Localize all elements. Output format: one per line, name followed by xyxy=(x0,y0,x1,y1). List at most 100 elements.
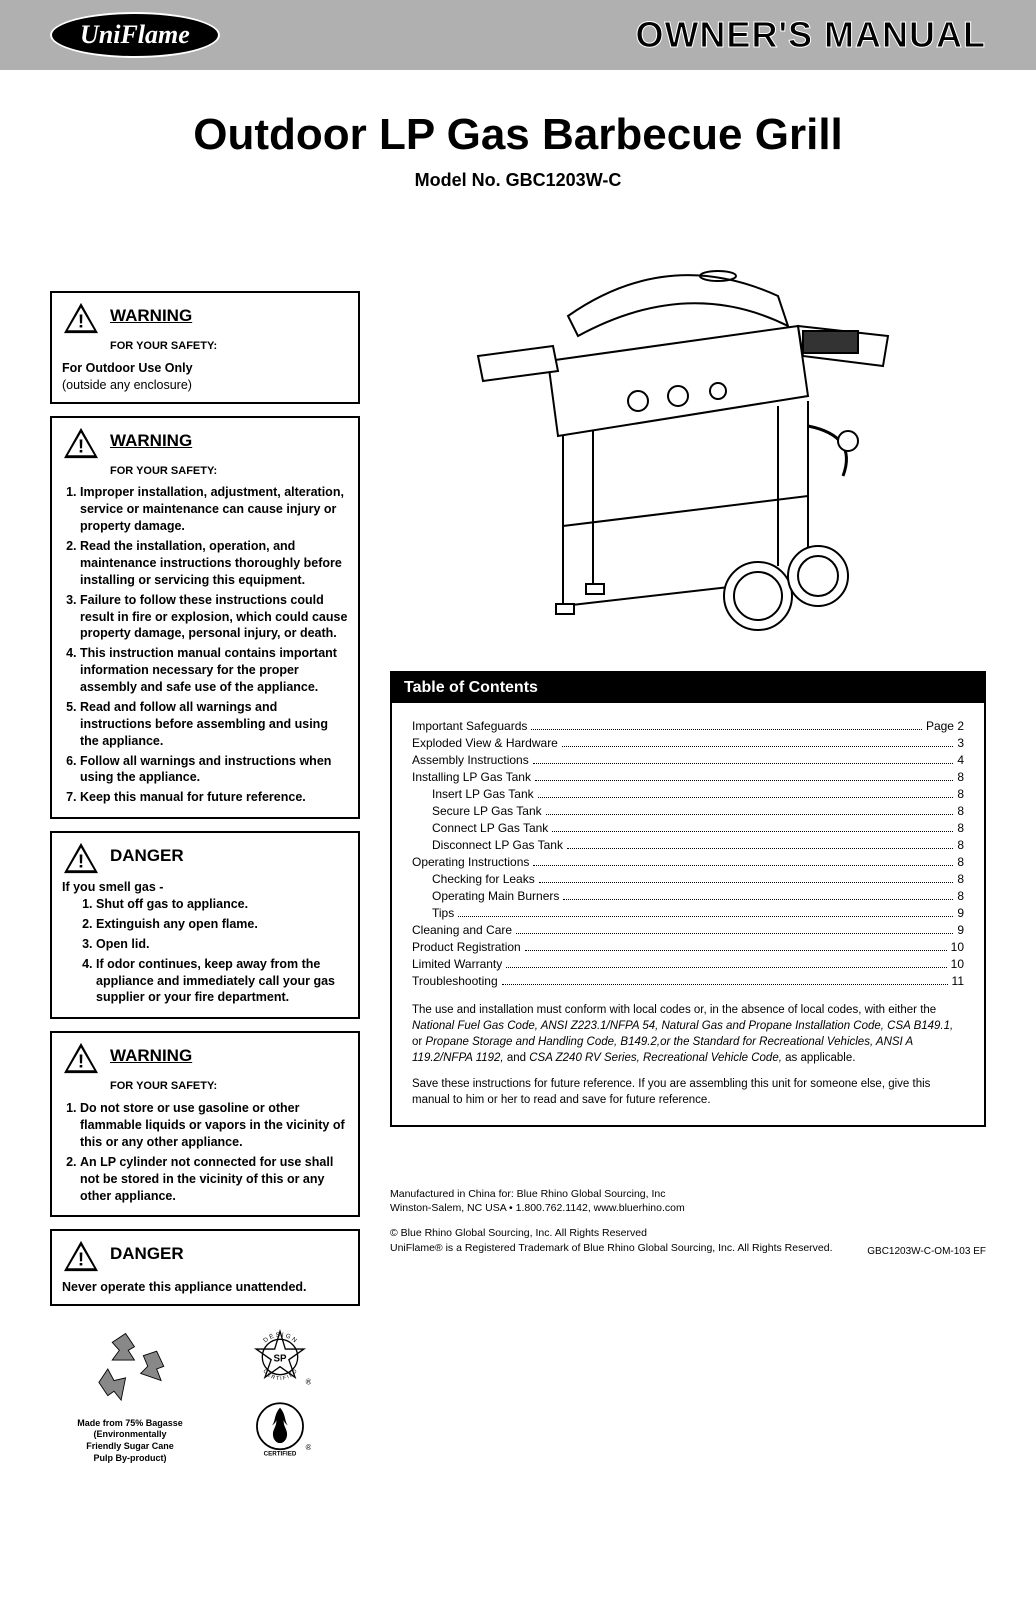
toc-dots xyxy=(535,780,953,781)
danger-lead: If you smell gas - xyxy=(62,879,348,896)
warning-item: Extinguish any open flame. xyxy=(96,916,348,933)
toc-page: 8 xyxy=(957,787,964,801)
toc-note-save: Save these instructions for future refer… xyxy=(412,1076,964,1108)
toc-dots xyxy=(546,814,954,815)
toc-row: Exploded View & Hardware3 xyxy=(412,736,964,750)
toc-row: Installing LP Gas Tank8 xyxy=(412,770,964,784)
toc-page: 10 xyxy=(951,957,964,971)
danger-box-gas: ! DANGER If you smell gas - Shut off gas… xyxy=(50,831,360,1019)
toc-body: Important SafeguardsPage 2Exploded View … xyxy=(392,703,984,1125)
toc-row: Connect LP Gas Tank 8 xyxy=(412,821,964,835)
toc-label: Operating Instructions xyxy=(412,855,529,869)
toc-dots xyxy=(533,865,953,866)
eco-line3: Friendly Sugar Cane xyxy=(50,1441,210,1453)
copyright-line2: UniFlame® is a Registered Trademark of B… xyxy=(390,1241,837,1259)
warning-subtitle: FOR YOUR SAFETY: xyxy=(110,1079,348,1094)
warning-subtitle: FOR YOUR SAFETY: xyxy=(110,464,348,479)
warning-item: This instruction manual contains importa… xyxy=(80,645,348,696)
toc-dots xyxy=(567,848,953,849)
svg-text:!: ! xyxy=(78,311,84,332)
toc-page: 8 xyxy=(957,855,964,869)
warning-box-gasoline: ! WARNING FOR YOUR SAFETY: Do not store … xyxy=(50,1031,360,1217)
toc-page: 8 xyxy=(957,821,964,835)
toc-label: Secure LP Gas Tank xyxy=(432,804,542,818)
toc-label: Tips xyxy=(432,906,454,920)
warning-item: Improper installation, adjustment, alter… xyxy=(80,484,348,535)
warning-icon: ! xyxy=(62,426,100,460)
copyright-line1: © Blue Rhino Global Sourcing, Inc. All R… xyxy=(390,1226,986,1241)
toc-label: Checking for Leaks xyxy=(432,872,535,886)
page-content: Outdoor LP Gas Barbecue Grill Model No. … xyxy=(0,70,1036,1494)
toc-row: Operating Main Burners 8 xyxy=(412,889,964,903)
toc-page: 3 xyxy=(957,736,964,750)
recycle-icon xyxy=(85,1329,175,1409)
svg-text:!: ! xyxy=(78,1250,84,1271)
toc-dots xyxy=(533,763,954,764)
toc-dots xyxy=(502,984,948,985)
brand-logo: UniFlame xyxy=(50,12,220,58)
warning-item: Follow all warnings and instructions whe… xyxy=(80,753,348,787)
toc-page: 8 xyxy=(957,770,964,784)
toc-row: Tips9 xyxy=(412,906,964,920)
mfg-line2: Winston-Salem, NC USA • 1.800.762.1142, … xyxy=(390,1201,986,1216)
toc-row: Insert LP Gas Tank8 xyxy=(412,787,964,801)
right-column: Table of Contents Important SafeguardsPa… xyxy=(390,221,986,1464)
toc-row: Checking for Leaks 8 xyxy=(412,872,964,886)
toc-page: 11 xyxy=(952,974,964,988)
toc-page: 4 xyxy=(957,753,964,767)
toc-dots xyxy=(563,899,953,900)
warning-item: Read and follow all warnings and instruc… xyxy=(80,699,348,750)
warning-item: Shut off gas to appliance. xyxy=(96,896,348,913)
toc-note-codes: The use and installation must conform wi… xyxy=(412,1002,964,1066)
svg-text:®: ® xyxy=(306,1443,311,1452)
toc-header: Table of Contents xyxy=(392,673,984,703)
toc-label: Troubleshooting xyxy=(412,974,498,988)
toc-dots xyxy=(562,746,953,747)
toc-dots xyxy=(539,882,954,883)
toc-dots xyxy=(538,797,954,798)
warning-lead-plain: (outside any enclosure) xyxy=(62,377,348,394)
toc-label: Disconnect LP Gas Tank xyxy=(432,838,563,852)
warning-list: Improper installation, adjustment, alter… xyxy=(62,484,348,806)
eco-line4: Pulp By-product) xyxy=(50,1453,210,1465)
toc-label: Cleaning and Care xyxy=(412,923,512,937)
toc-page: 8 xyxy=(957,872,964,886)
doc-code: GBC1203W-C-OM-103 EF xyxy=(867,1245,986,1259)
danger-title: DANGER xyxy=(110,845,184,868)
toc-label: Operating Main Burners xyxy=(432,889,559,903)
warning-box-outdoor: ! WARNING FOR YOUR SAFETY: For Outdoor U… xyxy=(50,291,360,404)
footer-text: Manufactured in China for: Blue Rhino Gl… xyxy=(390,1187,986,1259)
eco-line1: Made from 75% Bagasse xyxy=(50,1418,210,1430)
warning-item: If odor continues, keep away from the ap… xyxy=(96,956,348,1007)
toc-page: 8 xyxy=(957,889,964,903)
warning-item: Failure to follow these instructions cou… xyxy=(80,592,348,643)
warning-title: WARNING xyxy=(110,1045,192,1068)
eco-line2: (Environmentally xyxy=(50,1429,210,1441)
danger-box-unattended: ! DANGER Never operate this appliance un… xyxy=(50,1229,360,1306)
warning-item: An LP cylinder not connected for use sha… xyxy=(80,1154,348,1205)
cert-block: SP D E S I G N C E R T I F I E D ® CERTI… xyxy=(230,1326,330,1464)
svg-text:CERTIFIED: CERTIFIED xyxy=(264,1451,297,1458)
toc-page: 9 xyxy=(957,923,964,937)
warning-item: Keep this manual for future reference. xyxy=(80,789,348,806)
flame-certified-icon: CERTIFIED ® xyxy=(249,1397,311,1459)
product-title: Outdoor LP Gas Barbecue Grill xyxy=(50,110,986,160)
mfg-line1: Manufactured in China for: Blue Rhino Gl… xyxy=(390,1187,986,1202)
toc-row: Cleaning and Care 9 xyxy=(412,923,964,937)
toc-row: Secure LP Gas Tank8 xyxy=(412,804,964,818)
toc-label: Assembly Instructions xyxy=(412,753,529,767)
warning-list: Do not store or use gasoline or other fl… xyxy=(62,1100,348,1204)
toc-row: Product Registration10 xyxy=(412,940,964,954)
warning-item: Read the installation, operation, and ma… xyxy=(80,538,348,589)
toc-dots xyxy=(506,967,946,968)
toc-label: Product Registration xyxy=(412,940,521,954)
toc-label: Limited Warranty xyxy=(412,957,502,971)
toc-row: Disconnect LP Gas Tank8 xyxy=(412,838,964,852)
svg-text:®: ® xyxy=(306,1378,311,1387)
toc-row: Limited Warranty 10 xyxy=(412,957,964,971)
warning-item: Do not store or use gasoline or other fl… xyxy=(80,1100,348,1151)
header-bar: UniFlame OWNER'S MANUAL xyxy=(0,0,1036,70)
toc-page: Page 2 xyxy=(926,719,964,733)
toc-label: Connect LP Gas Tank xyxy=(432,821,548,835)
grill-illustration xyxy=(390,221,986,651)
